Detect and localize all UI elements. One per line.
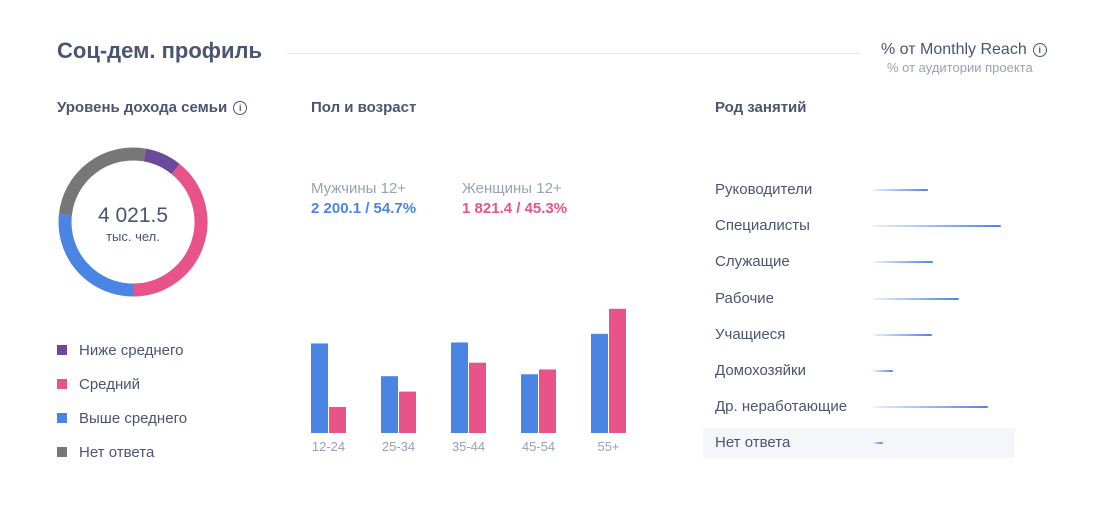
info-icon[interactable]: i [233, 100, 248, 115]
female-bar-12-24[interactable] [329, 407, 346, 433]
occupation-bar [873, 406, 988, 409]
occupation-bar [873, 442, 883, 445]
info-icon[interactable]: i [1032, 43, 1047, 57]
occupation-row[interactable]: Др. неработающие [703, 392, 1015, 422]
occupation-row[interactable]: Нет ответа [703, 428, 1015, 459]
legend-item[interactable]: Нет ответа [57, 435, 187, 469]
male-bar-25-34[interactable] [381, 376, 398, 433]
metric-sublabel: % от аудитории проекта [887, 60, 1033, 75]
male-bar-55+[interactable] [591, 333, 608, 433]
occupation-label: Домохозяйки [715, 362, 806, 379]
legend-label: Нет ответа [79, 443, 155, 461]
occupation-label: Нет ответа [715, 434, 791, 452]
legend-item[interactable]: Выше среднего [57, 401, 187, 435]
male-bar-12-24[interactable] [311, 343, 328, 433]
donut-slice-3[interactable] [58, 213, 135, 297]
age-tick-label: 25-34 [382, 439, 415, 454]
male-bar-35-44[interactable] [451, 342, 468, 433]
metric-label: % от Monthly Reach [881, 41, 1027, 58]
header-divider [287, 53, 860, 54]
income-donut-chart [58, 147, 208, 297]
occupation-row[interactable]: Учащиеся [703, 320, 1015, 350]
legend-label: Ниже среднего [79, 341, 184, 359]
occupation-bar [873, 297, 959, 300]
occupation-label: Руководители [715, 181, 813, 198]
income-title: Уровень дохода семьи [57, 99, 228, 116]
female-summary: Женщины 12+ 1 821.4 / 45.3% [462, 180, 567, 217]
donut-total-unit: тыс. чел. [106, 229, 160, 244]
age-tick-label: 35-44 [452, 439, 485, 454]
income-section-title: Уровень дохода семьи i [57, 99, 248, 116]
female-bar-45-54[interactable] [539, 369, 556, 433]
occupation-row[interactable]: Руководители [703, 175, 1015, 205]
occupation-section-title: Род занятий [715, 99, 807, 116]
occupation-label: Служащие [715, 253, 790, 271]
occupation-bar [873, 225, 1001, 228]
male-value: 2 200.1 / 54.7% [311, 200, 417, 217]
occupation-label: Учащиеся [715, 325, 786, 343]
male-summary: Мужчины 12+ 2 200.1 / 54.7% [311, 180, 416, 217]
male-label: Мужчины 12+ [311, 180, 407, 197]
legend-label: Выше среднего [79, 409, 188, 427]
legend-swatch [57, 379, 67, 389]
female-label: Женщины 12+ [462, 180, 562, 197]
female-bar-55+[interactable] [609, 308, 626, 433]
male-bar-45-54[interactable] [521, 374, 538, 433]
female-bar-25-34[interactable] [399, 391, 416, 433]
donut-slice-4[interactable] [58, 147, 146, 216]
legend-swatch [57, 413, 67, 423]
occupation-label: Специалисты [715, 217, 810, 235]
occupation-row[interactable]: Специалисты [703, 211, 1015, 241]
legend-swatch [57, 345, 67, 355]
legend-item[interactable]: Средний [57, 367, 187, 401]
age-tick-label: 55+ [597, 439, 619, 454]
age-tick-label: 12-24 [312, 439, 345, 454]
legend-swatch [57, 447, 67, 457]
page-title: Соц-дем. профиль [57, 38, 263, 63]
occupation-label: Др. неработающие [715, 398, 848, 416]
occupation-label: Рабочие [715, 289, 774, 307]
gender-age-bar-chart: 12-24 25-34 35-44 45-54 55+ [311, 308, 626, 454]
occupation-row[interactable]: Рабочие [703, 284, 1015, 314]
metric-selector[interactable]: % от Monthly Reach i [881, 41, 1047, 59]
legend-item[interactable]: Ниже среднего [57, 333, 187, 367]
female-value: 1 821.4 / 45.3% [462, 200, 568, 217]
donut-slice-1[interactable] [143, 148, 180, 175]
donut-slice-2[interactable] [133, 163, 208, 297]
occupation-bar [873, 261, 933, 264]
donut-total-value: 4 021.5 [97, 204, 169, 227]
occupation-row[interactable]: Домохозяйки [703, 356, 1015, 386]
income-legend: Ниже среднего Средний Выше среднего Нет отв… [57, 333, 187, 469]
occupation-bar [873, 333, 932, 336]
gender-age-section-title: Пол и возраст [311, 99, 417, 116]
legend-label: Средний [79, 375, 140, 393]
age-tick-label: 45-54 [522, 439, 555, 454]
occupation-bar [873, 189, 928, 191]
occupation-row[interactable]: Служащие [703, 247, 1015, 277]
occupation-bar [873, 370, 893, 372]
female-bar-35-44[interactable] [469, 362, 486, 433]
